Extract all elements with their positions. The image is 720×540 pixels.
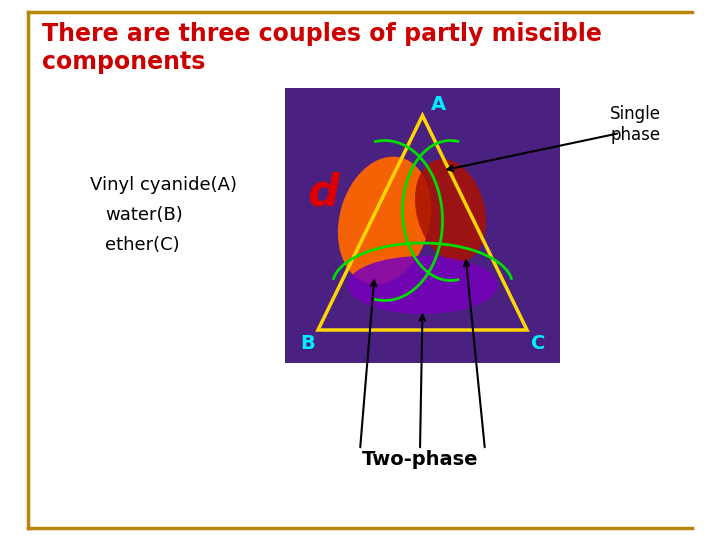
Text: There are three couples of partly miscible: There are three couples of partly miscib… bbox=[42, 22, 602, 46]
Ellipse shape bbox=[415, 159, 486, 262]
Text: components: components bbox=[42, 50, 205, 74]
Text: Two-phase: Two-phase bbox=[361, 450, 478, 469]
Text: Single
phase: Single phase bbox=[610, 105, 661, 144]
Ellipse shape bbox=[338, 157, 431, 285]
Text: A: A bbox=[431, 94, 446, 113]
Text: Vinyl cyanide(A): Vinyl cyanide(A) bbox=[90, 176, 237, 194]
Text: B: B bbox=[300, 334, 315, 353]
Ellipse shape bbox=[348, 256, 498, 314]
Text: water(B): water(B) bbox=[105, 206, 183, 224]
Text: C: C bbox=[531, 334, 545, 353]
Text: ether(C): ether(C) bbox=[105, 236, 179, 254]
Text: d: d bbox=[307, 171, 339, 214]
Bar bbox=[285, 88, 560, 363]
